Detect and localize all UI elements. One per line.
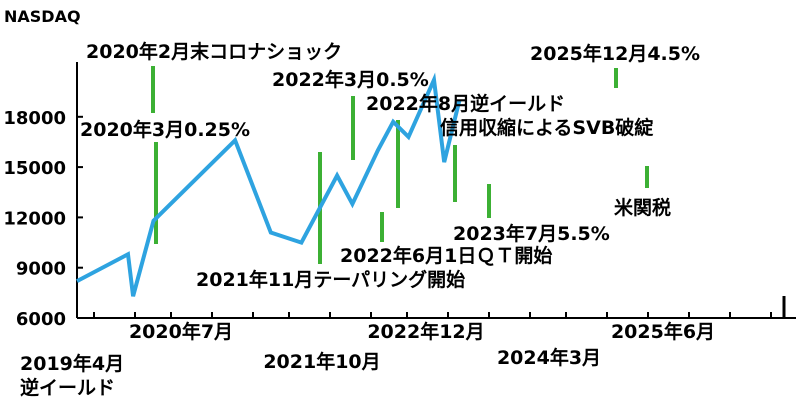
annotation-label: 2021年11月テーパリング開始 bbox=[196, 268, 465, 291]
annotation-label: 2025年12月4.5% bbox=[530, 42, 700, 65]
y-tick-label: 12000 bbox=[3, 208, 66, 229]
annotation-label: 米関税 bbox=[614, 196, 671, 219]
annotation-label: 2020年2月末コロナショック bbox=[86, 40, 342, 63]
y-axis-label: NASDAQ bbox=[4, 7, 81, 26]
x-tick-label: 2022年12月 bbox=[367, 320, 484, 343]
x-tick-label: 2025年6月 bbox=[611, 320, 715, 343]
annotation-label: 2022年6月1日ＱＴ開始 bbox=[340, 244, 552, 267]
y-tick-label: 18000 bbox=[3, 108, 66, 129]
annotation-label: 2020年3月0.25% bbox=[80, 118, 250, 141]
annotation-label: 2023年7月5.5% bbox=[453, 222, 610, 245]
x-tick-label: 2021年10月 bbox=[263, 350, 380, 373]
x-tick-label: 2024年3月 bbox=[497, 346, 601, 369]
y-tick-group: 6000 9000 12000 15000 18000 bbox=[3, 108, 83, 330]
series-group bbox=[76, 72, 462, 297]
x-tick-label: 2019年4月 bbox=[20, 352, 124, 375]
annotation-label-group: 2020年2月末コロナショック 2020年3月0.25% 2021年11月テーパリン… bbox=[80, 40, 700, 291]
annotation-label: 2022年8月逆イールド bbox=[366, 92, 565, 115]
y-tick-label: 6000 bbox=[16, 309, 66, 330]
x-tick-label-line2: 逆イールド bbox=[20, 376, 115, 399]
annotation-label: 信用収縮によるSVB破綻 bbox=[440, 116, 654, 139]
annotation-label: 2022年3月0.5% bbox=[272, 68, 429, 91]
y-tick-label: 15000 bbox=[3, 158, 66, 179]
x-tick-label: 2020年7月 bbox=[129, 320, 233, 343]
y-tick-label: 9000 bbox=[16, 259, 66, 280]
